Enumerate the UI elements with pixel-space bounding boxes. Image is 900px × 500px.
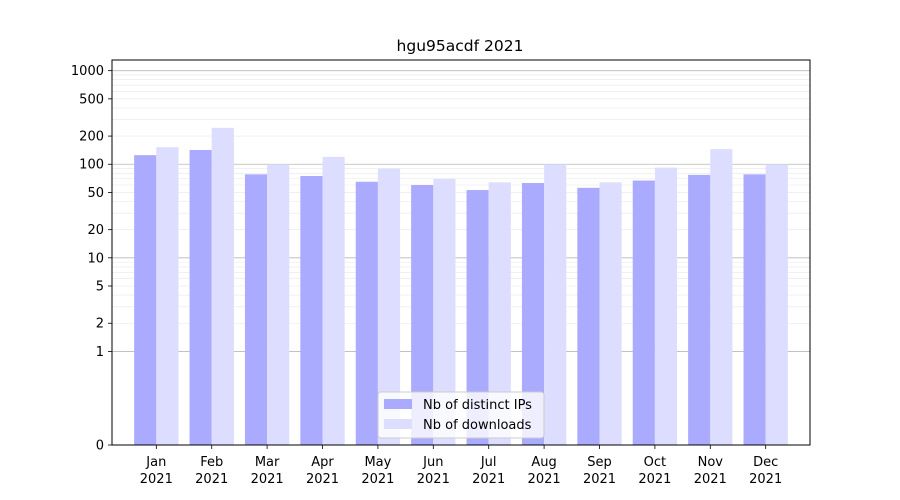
bar-downloads <box>322 156 345 446</box>
bar-distinct-ips <box>411 185 434 445</box>
bars-layer <box>134 127 788 446</box>
y-tick-label: 1000 <box>71 64 104 79</box>
bar-downloads <box>654 167 678 445</box>
x-tick-label-year: 2021 <box>251 472 284 487</box>
bar-downloads <box>710 149 733 445</box>
legend: Nb of distinct IPs Nb of downloads <box>377 391 545 439</box>
bar-distinct-ips <box>355 181 378 446</box>
x-tick-label-month: Oct <box>644 455 666 470</box>
x-tick-label-month: May <box>364 455 391 470</box>
legend-label: Nb of downloads <box>423 418 532 433</box>
bar-downloads <box>156 147 179 445</box>
x-tick-label-month: Nov <box>698 455 724 470</box>
x-tick-label-month: Jul <box>480 455 497 470</box>
x-tick-label-year: 2021 <box>638 472 671 487</box>
bar-distinct-ips <box>521 183 545 446</box>
x-tick-label-year: 2021 <box>361 472 394 487</box>
x-tick-label-year: 2021 <box>417 472 450 487</box>
plot-frame <box>111 59 811 446</box>
bar-distinct-ips <box>134 155 157 445</box>
bar-distinct-ips <box>577 187 600 445</box>
x-tick-label-month: Jan <box>145 455 166 470</box>
y-tick-label: 100 <box>79 158 104 173</box>
y-tick-label: 2 <box>96 317 104 332</box>
y-tick-label: 200 <box>79 130 104 145</box>
x-tick-label-year: 2021 <box>749 472 782 487</box>
y-tick-label: 50 <box>87 186 104 201</box>
x-tick-label-year: 2021 <box>694 472 727 487</box>
legend-swatch <box>384 419 412 429</box>
bar-distinct-ips <box>244 174 268 445</box>
y-tick-label: 20 <box>87 223 104 238</box>
y-tick-label: 0 <box>96 439 104 454</box>
x-tick-label-month: Aug <box>531 455 556 470</box>
bar-distinct-ips <box>466 190 489 445</box>
bar-distinct-ips <box>189 149 212 445</box>
x-tick-label-month: Apr <box>311 455 334 470</box>
bar-downloads <box>488 182 511 445</box>
x-tick-label-year: 2021 <box>195 472 228 487</box>
x-tick-label-month: Jun <box>422 455 443 470</box>
bar-downloads <box>377 168 401 445</box>
legend-label: Nb of distinct IPs <box>423 398 532 413</box>
x-tick-label-year: 2021 <box>306 472 339 487</box>
bar-distinct-ips <box>632 180 655 446</box>
bar-downloads <box>599 182 622 445</box>
legend-swatch <box>384 399 412 409</box>
axes-layer: Jan2021Feb2021Mar2021Apr2021May2021Jun20… <box>71 59 811 487</box>
x-tick-label-month: Dec <box>753 455 778 470</box>
bar-distinct-ips <box>300 175 323 445</box>
x-tick-label-month: Feb <box>200 455 223 470</box>
y-tick-label: 1 <box>96 345 104 360</box>
x-tick-label-month: Sep <box>587 455 612 470</box>
y-tick-label: 5 <box>96 280 104 295</box>
bar-downloads <box>433 178 456 446</box>
bar-downloads <box>765 164 788 445</box>
x-tick-label-month: Mar <box>255 455 280 470</box>
x-tick-label-year: 2021 <box>528 472 561 487</box>
y-tick-label: 500 <box>79 92 104 107</box>
bar-distinct-ips <box>743 174 766 445</box>
x-tick-label-year: 2021 <box>140 472 173 487</box>
x-tick-label-year: 2021 <box>583 472 616 487</box>
bar-distinct-ips <box>688 174 711 445</box>
bar-downloads <box>544 164 567 445</box>
chart-title: hgu95acdf 2021 <box>397 37 524 55</box>
bar-downloads <box>267 164 290 445</box>
x-tick-label-year: 2021 <box>472 472 505 487</box>
legend-box <box>377 391 545 439</box>
bar-downloads <box>211 127 234 445</box>
y-tick-label: 10 <box>87 251 104 266</box>
